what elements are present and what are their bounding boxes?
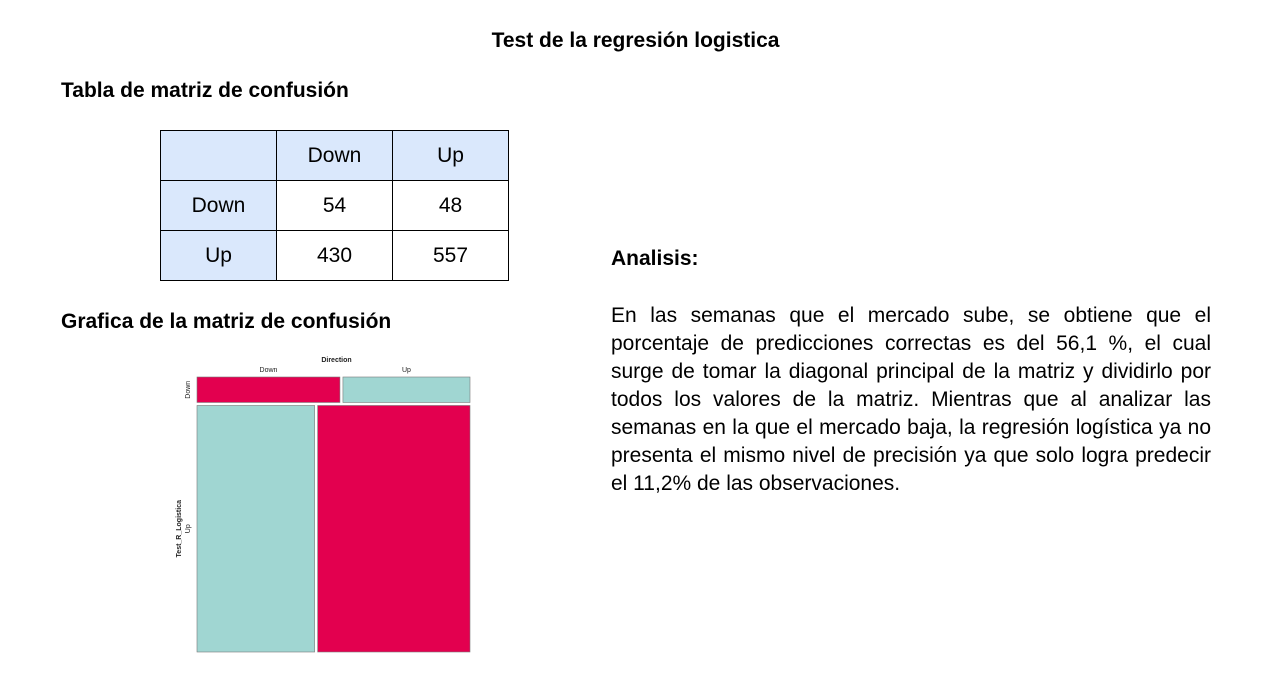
analysis-label: Analisis:	[611, 247, 699, 270]
cell-up-up: 557	[392, 230, 509, 281]
mosaic-cell-up-up	[317, 405, 471, 653]
y-tick-label-down: Down	[185, 381, 192, 399]
table-row: Up 430 557	[160, 230, 509, 281]
chart-title: Direction	[321, 357, 351, 364]
cell-down-down: 54	[276, 180, 393, 231]
mosaic-cell-down-down	[196, 376, 341, 403]
col-header-up: Up	[392, 130, 509, 181]
table-corner-cell	[160, 130, 277, 181]
mosaic-cell-up-down	[196, 405, 315, 653]
mosaic-cell-down-up	[342, 376, 471, 403]
page-title: Test de la regresión logistica	[491, 29, 780, 52]
y-tick-label-up: Up	[185, 524, 192, 533]
x-tick-label-down: Down	[260, 367, 278, 374]
y-axis-title: Test_R_Logistica	[176, 500, 183, 558]
table-heading: Tabla de matriz de confusión	[61, 79, 349, 102]
table-row: Down 54 48	[160, 180, 509, 231]
chart-heading: Grafica de la matriz de confusión	[61, 310, 392, 333]
cell-up-down: 430	[276, 230, 393, 281]
table-header-row: Down Up	[160, 130, 509, 181]
cell-down-up: 48	[392, 180, 509, 231]
row-header-down: Down	[160, 180, 277, 231]
x-tick-label-up: Up	[402, 367, 411, 374]
analysis-text: En las semanas que el mercado sube, se o…	[611, 304, 1211, 495]
col-header-down: Down	[276, 130, 393, 181]
mosaic-chart: Direction Down Up Down Up Test_R_Logistica	[170, 350, 480, 660]
row-header-up: Up	[160, 230, 277, 281]
confusion-table: Down Up Down 54 48 Up 430 557	[160, 130, 509, 281]
